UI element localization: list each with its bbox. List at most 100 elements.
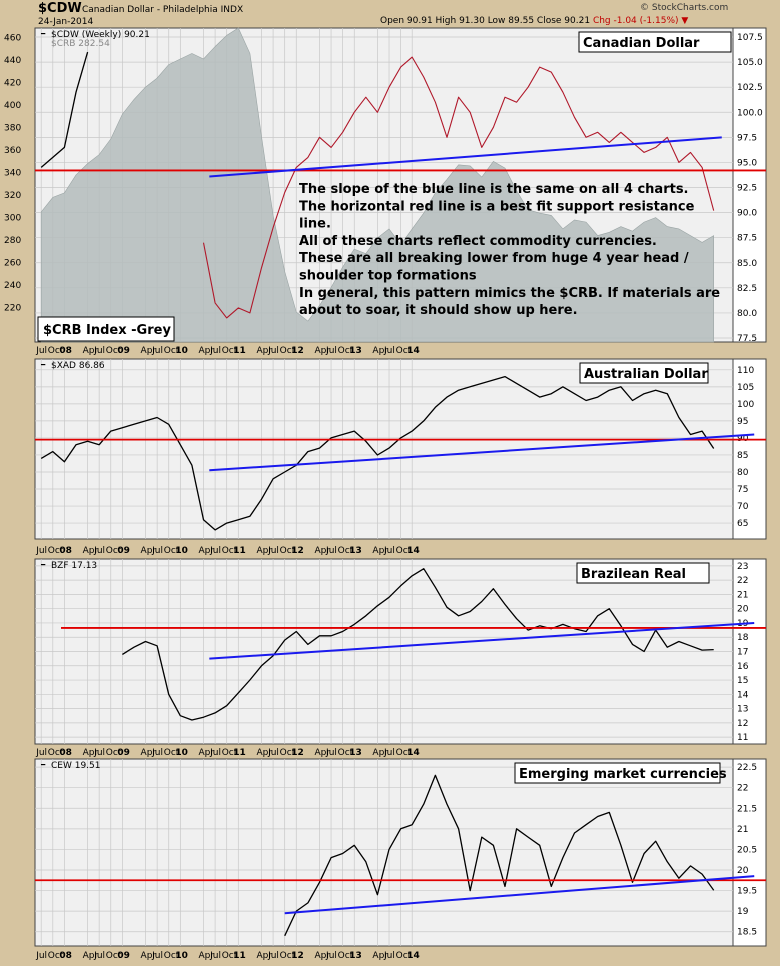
right-tick-label: 92.5 — [737, 184, 757, 194]
x-tick-label: Jul — [267, 951, 279, 961]
x-tick-label: Oct — [106, 346, 122, 356]
right-tick-label: 19 — [737, 907, 749, 917]
annotation-line: about to soar, it should show up here. — [299, 303, 578, 318]
x-tick-label: 11 — [233, 546, 246, 556]
x-tick-label: 08 — [59, 748, 72, 758]
x-tick-label: 11 — [233, 951, 246, 961]
x-tick-label: Oct — [164, 951, 180, 961]
x-tick-label: Oct — [222, 546, 238, 556]
ohlc-values: Open 90.91 High 91.30 Low 89.55 Close 90… — [380, 16, 591, 26]
right-tick-label: 18 — [737, 633, 749, 643]
x-tick-label: Jul — [383, 748, 395, 758]
right-tick-label: 95.0 — [737, 158, 757, 168]
trend-line — [209, 433, 755, 472]
right-tick-label: 16 — [737, 662, 749, 672]
x-tick-label: Jul — [35, 346, 47, 356]
x-tick-label: Oct — [48, 748, 64, 758]
x-tick-label: 11 — [233, 346, 246, 356]
title-box — [576, 562, 710, 584]
x-tick-label: Apr — [141, 748, 157, 758]
x-tick-label: Oct — [222, 748, 238, 758]
trend-line — [209, 621, 755, 660]
x-tick-label: Jul — [209, 748, 221, 758]
x-tick-label: Jul — [383, 546, 395, 556]
ohlc-readout: Open 90.91 High 91.30 Low 89.55 Close 90… — [380, 16, 688, 26]
x-tick-label: Oct — [106, 951, 122, 961]
legend-swatch: ━ — [40, 761, 46, 769]
x-tick-label: Apr — [141, 951, 157, 961]
x-tick-label: Apr — [83, 748, 99, 758]
x-tick-label: Oct — [48, 951, 64, 961]
cdw-price-series — [40, 51, 89, 168]
left-tick-label: 340 — [4, 169, 21, 179]
x-tick-label: 14 — [407, 346, 420, 356]
chart-title: Canadian Dollar — [583, 36, 700, 51]
x-tick-label: Apr — [141, 546, 157, 556]
x-tick-label: Jul — [35, 546, 47, 556]
x-tick-label: Jul — [383, 951, 395, 961]
left-tick-label: 460 — [4, 34, 21, 44]
x-tick-label: 08 — [59, 546, 72, 556]
right-tick-label: 20 — [737, 866, 749, 876]
x-tick-label: Oct — [106, 748, 122, 758]
x-tick-label: Apr — [83, 346, 99, 356]
x-tick-label: Oct — [222, 951, 238, 961]
x-tick-label: 09 — [117, 346, 130, 356]
panel-4 — [34, 758, 767, 947]
stockcharts-logo[interactable]: © StockCharts.com — [640, 3, 729, 13]
x-tick-label: Oct — [338, 748, 354, 758]
chart-title: Brazilean Real — [581, 567, 686, 582]
x-tick-label: 13 — [349, 546, 362, 556]
x-tick-label: Oct — [48, 546, 64, 556]
x-tick-label: Apr — [83, 546, 99, 556]
legend-entry: $XAD 86.86 — [51, 361, 105, 371]
x-tick-label: Apr — [314, 748, 330, 758]
right-tick-label: 82.5 — [737, 284, 757, 294]
x-tick-label: 09 — [117, 546, 130, 556]
legend-swatch: ━ — [40, 30, 46, 38]
right-tick-label: 15 — [737, 676, 748, 686]
x-tick-label: Oct — [396, 546, 412, 556]
right-tick-label: 110 — [737, 366, 754, 376]
right-tick-label: 80 — [737, 468, 749, 478]
crb-badge-label: $CRB Index -Grey — [43, 323, 171, 338]
left-tick-label: 320 — [4, 191, 21, 201]
right-tick-label: 95 — [737, 417, 748, 427]
legend-entry-crb: $CRB 282.54 — [51, 39, 110, 49]
legend-entry: $CDW (Weekly) 90.21 — [51, 30, 150, 40]
x-tick-label: 13 — [349, 748, 362, 758]
x-tick-label: Apr — [314, 546, 330, 556]
left-tick-label: 360 — [4, 146, 21, 156]
x-tick-label: 14 — [407, 748, 420, 758]
x-tick-label: Jul — [325, 951, 337, 961]
x-tick-label: Oct — [222, 346, 238, 356]
annotation-line: shoulder top formations — [299, 269, 477, 284]
x-tick-label: Jul — [151, 748, 163, 758]
x-tick-label: Apr — [256, 346, 272, 356]
annotation-line: These are all breaking lower from huge 4… — [299, 251, 689, 266]
x-tick-label: Oct — [338, 546, 354, 556]
right-tick-label: 19.5 — [737, 887, 757, 897]
x-tick-label: Jul — [151, 951, 163, 961]
x-tick-label: 12 — [291, 546, 304, 556]
x-tick-label: Jul — [383, 346, 395, 356]
crb-badge-box — [37, 316, 175, 342]
change-readout: Chg -1.04 (-1.15%) ▼ — [592, 16, 689, 26]
right-tick-label: 77.5 — [737, 334, 757, 344]
annotation-line: line. — [299, 217, 331, 232]
x-tick-label: Oct — [164, 748, 180, 758]
right-axis-area — [732, 27, 767, 343]
cdw-overlay-series — [202, 56, 715, 319]
price-series — [284, 774, 715, 937]
x-tick-label: Oct — [338, 951, 354, 961]
right-tick-label: 22.5 — [737, 763, 757, 773]
x-tick-label: Jul — [93, 951, 105, 961]
x-tick-label: Oct — [164, 346, 180, 356]
x-tick-label: 14 — [407, 951, 420, 961]
annotation-line: The slope of the blue line is the same o… — [299, 182, 689, 197]
right-tick-label: 11 — [737, 733, 748, 743]
crb-area-series — [40, 27, 714, 343]
x-tick-label: Apr — [314, 346, 330, 356]
right-tick-label: 87.5 — [737, 234, 757, 244]
legend-entry: CEW 19.51 — [51, 761, 101, 771]
